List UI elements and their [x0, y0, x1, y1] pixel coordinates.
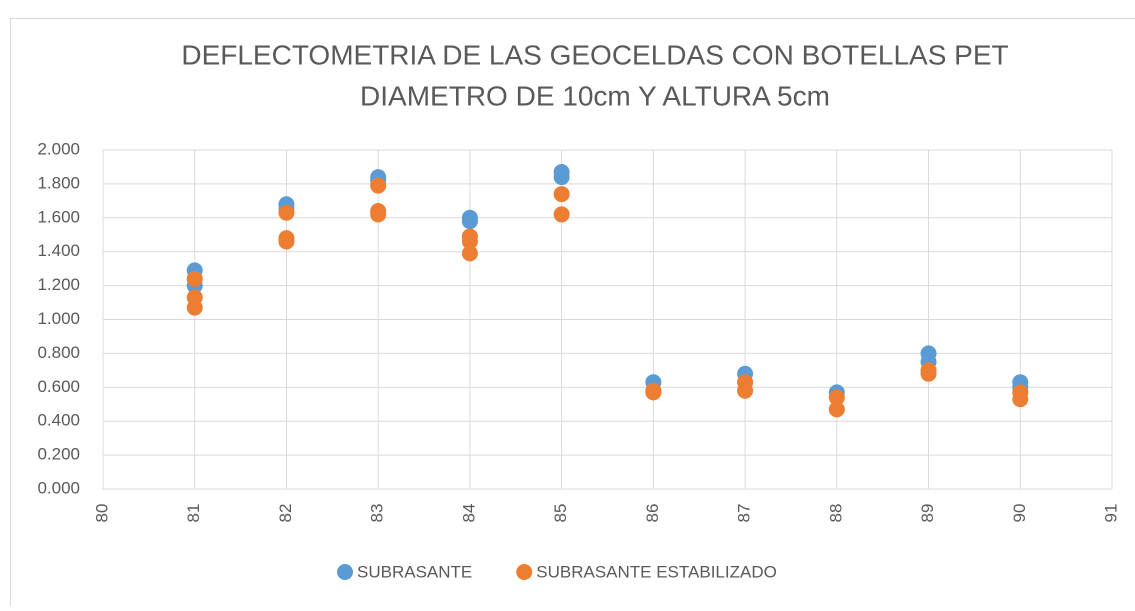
y-tick-label: 1.800: [37, 173, 80, 192]
y-tick-label: 1.000: [37, 309, 80, 328]
legend-marker: [337, 564, 353, 580]
scatter-point: [187, 300, 203, 316]
scatter-point: [554, 206, 570, 222]
scatter-point: [554, 186, 570, 202]
y-tick-label: 0.200: [37, 445, 80, 464]
y-tick-label: 0.000: [37, 478, 80, 497]
x-tick-label: 85: [551, 504, 570, 523]
scatter-point: [829, 401, 845, 417]
legend-label: SUBRASANTE ESTABILIZADO: [536, 562, 777, 581]
scatter-point: [278, 234, 294, 250]
scatter-point: [554, 169, 570, 185]
x-tick-label: 82: [276, 504, 295, 523]
x-tick-label: 80: [92, 504, 111, 523]
scatter-point: [370, 178, 386, 194]
scatter-point: [187, 271, 203, 287]
scatter-point: [737, 383, 753, 399]
y-tick-label: 0.400: [37, 411, 80, 430]
x-tick-label: 88: [826, 504, 845, 523]
x-tick-label: 90: [1010, 504, 1029, 523]
y-tick-label: 2.000: [37, 139, 80, 158]
scatter-point: [921, 366, 937, 382]
y-tick-label: 1.400: [37, 241, 80, 260]
y-tick-label: 0.800: [37, 343, 80, 362]
scatter-point: [462, 213, 478, 229]
scatter-point: [370, 206, 386, 222]
x-tick-label: 87: [735, 504, 754, 523]
y-tick-label: 1.200: [37, 275, 80, 294]
scatter-point: [1012, 391, 1028, 407]
x-tick-label: 83: [368, 504, 387, 523]
scatter-point: [278, 205, 294, 221]
x-tick-label: 89: [918, 504, 937, 523]
chart-title: DEFLECTOMETRIA DE LAS GEOCELDAS CON BOTE…: [181, 39, 1008, 70]
legend-label: SUBRASANTE: [357, 562, 472, 581]
y-tick-label: 0.600: [37, 377, 80, 396]
scatter-point: [462, 245, 478, 261]
x-tick-label: 91: [1101, 504, 1120, 523]
chart-title: DIAMETRO DE 10cm Y ALTURA 5cm: [360, 80, 830, 111]
y-tick-label: 1.600: [37, 207, 80, 226]
x-tick-label: 81: [184, 504, 203, 523]
legend-marker: [516, 564, 532, 580]
x-tick-label: 86: [643, 504, 662, 523]
x-tick-label: 84: [459, 504, 478, 523]
scatter-point: [645, 384, 661, 400]
